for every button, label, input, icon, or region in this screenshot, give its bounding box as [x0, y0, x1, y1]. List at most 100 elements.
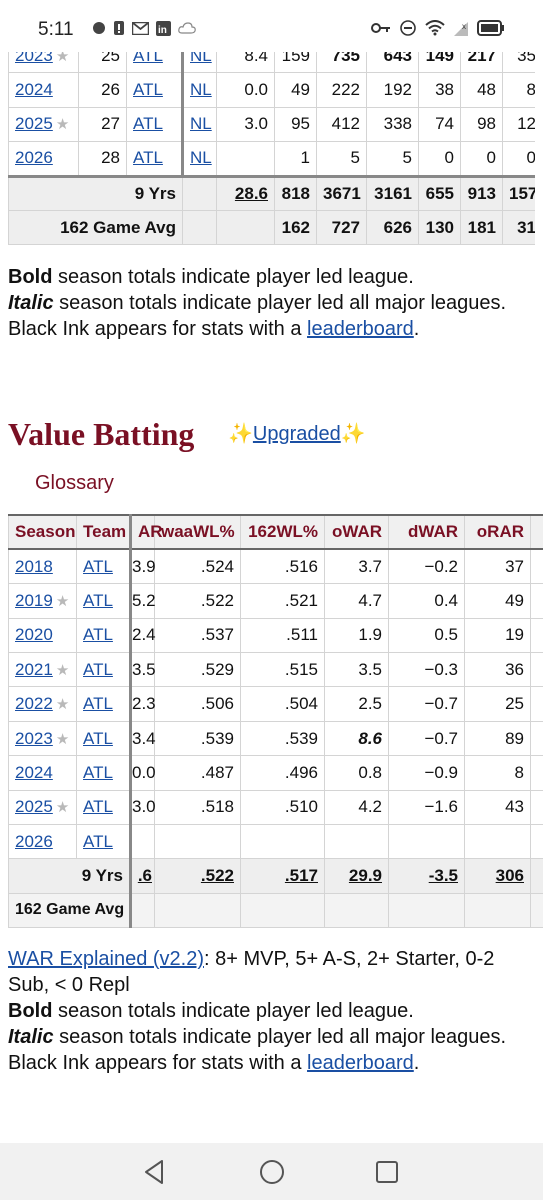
column-header[interactable]: oRAR	[464, 514, 531, 551]
svg-text:x: x	[462, 22, 466, 31]
team-link[interactable]: ATL	[83, 831, 113, 851]
league-cell[interactable]: NL	[182, 72, 217, 108]
year-cell[interactable]: 2025 ★	[8, 106, 79, 143]
back-icon[interactable]	[140, 1157, 170, 1187]
season-cell[interactable]: 2022 ★	[8, 686, 77, 722]
year-cell[interactable]: 2026	[8, 141, 79, 177]
team-cell[interactable]: ATL	[76, 755, 132, 791]
gmail-icon	[132, 21, 149, 35]
team-link[interactable]: ATL	[83, 590, 113, 610]
stat-cell: 0	[502, 141, 535, 177]
team-cell[interactable]: ATL	[76, 686, 132, 722]
stat-cell: .521	[240, 583, 325, 619]
stat-cell	[130, 824, 155, 860]
status-bar: 5:11 in x	[0, 0, 543, 52]
recents-icon[interactable]	[372, 1157, 402, 1187]
bold-note: Bold season totals indicate player led l…	[8, 266, 414, 288]
team-link[interactable]: ATL	[83, 556, 113, 576]
team-cell[interactable]: ATL	[76, 789, 132, 826]
team-link[interactable]: ATL	[83, 797, 113, 817]
season-cell[interactable]: 2019 ★	[8, 583, 77, 619]
league-cell[interactable]: NL	[182, 141, 217, 177]
team-link[interactable]: ATL	[133, 80, 163, 100]
stat-cell: .537	[154, 617, 241, 654]
team-link[interactable]: ATL	[83, 762, 113, 782]
year-link[interactable]: 2024	[15, 80, 53, 100]
glossary-toggle[interactable]: Glossary	[35, 472, 114, 494]
column-header[interactable]: oWAR	[324, 514, 389, 551]
sparkle-icon: ✨	[228, 423, 253, 445]
team-cell[interactable]: ATL	[126, 106, 184, 143]
column-header[interactable]: waaWL%	[154, 514, 241, 551]
leaderboard-link[interactable]: leaderboard	[307, 1052, 414, 1074]
team-link[interactable]: ATL	[133, 148, 163, 168]
season-cell[interactable]: 2020	[8, 617, 77, 654]
season-link[interactable]: 2018	[15, 556, 53, 576]
column-header[interactable]: Season	[8, 514, 77, 551]
season-cell[interactable]: 2025 ★	[8, 789, 77, 826]
season-link[interactable]: 2021	[15, 659, 53, 679]
stat-cell: 3.0	[216, 106, 275, 143]
leaderboard-link[interactable]: leaderboard	[307, 318, 414, 340]
home-icon[interactable]	[257, 1157, 287, 1187]
totals-label: 9 Yrs	[8, 858, 132, 894]
upgraded-link[interactable]: ✨Upgraded✨	[228, 423, 366, 445]
bold-note: Bold season totals indicate player led l…	[8, 1000, 414, 1022]
alert-icon	[114, 21, 124, 35]
season-link[interactable]: 2025	[15, 797, 53, 817]
team-cell[interactable]: ATL	[126, 72, 184, 108]
stat-cell: 48	[460, 72, 503, 108]
stat-cell: .511	[240, 617, 325, 654]
column-header[interactable]: dWAR	[388, 514, 465, 551]
season-link[interactable]: 2023	[15, 728, 53, 748]
team-cell[interactable]: ATL	[76, 617, 132, 654]
stat-cell: 49	[274, 72, 317, 108]
team-link[interactable]: ATL	[83, 728, 113, 748]
team-link[interactable]: ATL	[83, 659, 113, 679]
team-link[interactable]: ATL	[133, 114, 163, 134]
column-header[interactable]: 162WL%	[240, 514, 325, 551]
league-link[interactable]: NL	[190, 80, 212, 100]
season-link[interactable]: 2024	[15, 762, 53, 782]
team-cell[interactable]: ATL	[76, 652, 132, 688]
column-header[interactable]: AR	[130, 514, 163, 551]
season-cell[interactable]: 2018	[8, 548, 77, 585]
team-cell[interactable]: ATL	[76, 824, 132, 860]
stat-cell: 0	[418, 141, 461, 177]
position-cell: *9/I	[530, 720, 543, 757]
season-link[interactable]: 2026	[15, 831, 53, 851]
team-link[interactable]: ATL	[83, 694, 113, 714]
stat-cell: .529	[154, 652, 241, 688]
age-cell: 28	[78, 141, 127, 177]
team-link[interactable]: ATL	[83, 625, 113, 645]
stat-cell: 130	[418, 209, 461, 246]
season-link[interactable]: 2022	[15, 694, 53, 714]
column-header[interactable]: Team	[76, 514, 132, 551]
year-link[interactable]: 2025	[15, 114, 53, 134]
league-link[interactable]: NL	[190, 148, 212, 168]
season-link[interactable]: 2020	[15, 625, 53, 645]
year-cell[interactable]: 2024	[8, 72, 79, 108]
team-cell[interactable]: ATL	[76, 583, 132, 619]
season-cell[interactable]: 2026	[8, 824, 77, 860]
war-explained-link[interactable]: WAR Explained (v2.2)	[8, 948, 204, 970]
team-cell[interactable]: ATL	[76, 720, 132, 757]
season-cell[interactable]: 2021 ★	[8, 652, 77, 688]
linkedin-icon: in	[156, 20, 171, 36]
year-link[interactable]: 2026	[15, 148, 53, 168]
season-cell[interactable]: 2023 ★	[8, 720, 77, 757]
team-cell[interactable]: ATL	[126, 141, 184, 177]
column-header[interactable]: P	[530, 514, 543, 551]
standard-batting-table[interactable]: 2023 ★ 25 ATL NL 8.4 159 735 643 149 217 35 2024 26 AT…	[8, 38, 535, 246]
season-cell[interactable]: 2024	[8, 755, 77, 791]
league-link[interactable]: NL	[190, 114, 212, 134]
team-cell[interactable]: ATL	[76, 548, 132, 585]
stat-cell: .539	[240, 720, 325, 757]
age-cell: 27	[78, 106, 127, 143]
season-link[interactable]: 2019	[15, 590, 53, 610]
league-cell[interactable]: NL	[182, 106, 217, 143]
